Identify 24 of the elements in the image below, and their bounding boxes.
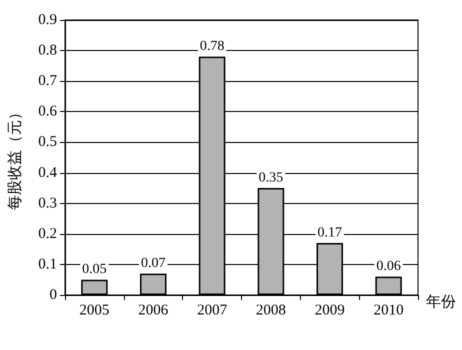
x-tick-label: 2009 [314,302,345,318]
y-tick-label: 0.1 [38,256,57,272]
y-tick-label: 0.2 [38,226,57,242]
x-tick-label: 2005 [79,302,110,318]
data-label: 0.07 [141,256,166,272]
y-tick-label: 0.8 [38,42,57,59]
x-tick-label: 2007 [197,302,228,318]
y-axis-title: 每股收益（元） [6,105,24,210]
data-label: 0.17 [318,226,342,241]
y-tick-label: 0.9 [38,12,57,28]
x-tick-label: 2008 [256,302,286,318]
x-axis-title: 年份 [426,294,456,310]
y-tick-label: 0.4 [38,164,58,181]
y-tick-label: 0.7 [38,73,58,90]
y-tick-label: 0.3 [38,195,57,212]
y-tick-label: 0.5 [38,134,57,150]
data-label: 0.05 [82,262,107,278]
data-label: 0.35 [258,170,284,186]
data-label: 0.06 [376,259,401,274]
x-tick-label: 2010 [374,302,404,318]
y-tick-label: 0.6 [38,104,58,120]
data-label: 0.78 [200,39,224,54]
x-tick-label: 2006 [138,302,169,318]
y-tick-label: 0 [50,287,57,303]
